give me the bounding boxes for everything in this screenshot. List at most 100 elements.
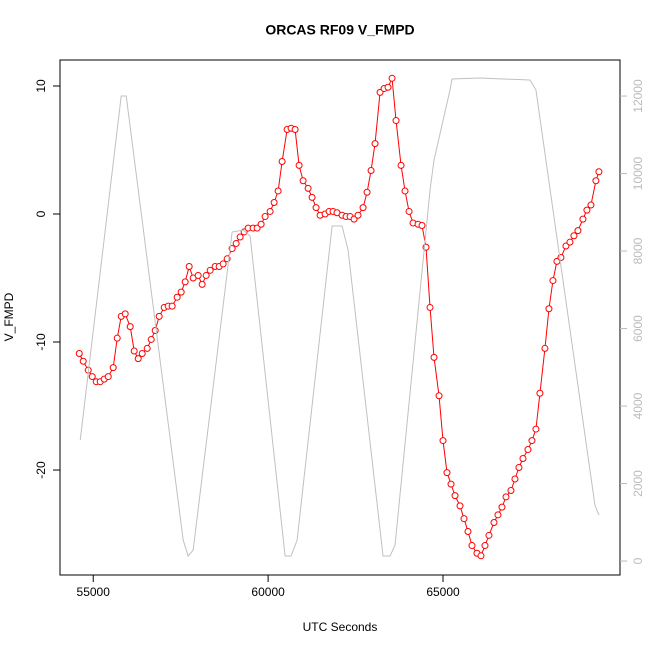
data-point	[536, 389, 544, 397]
data-point	[485, 531, 493, 539]
y2-tick-label: 10000	[631, 157, 645, 191]
data-point	[532, 425, 540, 433]
y2-tick-label: 4000	[631, 392, 645, 419]
data-point	[278, 158, 286, 166]
x-tick-label: 65000	[426, 585, 460, 599]
data-point	[177, 288, 185, 296]
data-point	[579, 215, 587, 223]
data-point	[549, 277, 557, 285]
data-point	[134, 355, 142, 363]
data-point	[515, 463, 523, 471]
data-point	[384, 83, 392, 91]
data-point	[367, 166, 375, 174]
data-point	[519, 455, 527, 463]
data-point	[439, 437, 447, 445]
data-point	[570, 232, 578, 240]
data-point	[426, 303, 434, 311]
data-point	[490, 519, 498, 527]
y2-tick-label: 0	[631, 557, 645, 564]
y-tick-label: 10	[34, 79, 48, 93]
data-point	[477, 552, 485, 560]
plot-frame	[59, 59, 621, 576]
data-point	[405, 207, 413, 215]
data-point	[236, 233, 244, 241]
data-point	[528, 437, 536, 445]
data-point	[261, 213, 269, 221]
data-point	[430, 353, 438, 361]
data-point	[371, 140, 379, 148]
y-tick-label: 0	[34, 210, 48, 217]
data-point	[498, 503, 506, 511]
data-point	[451, 492, 459, 500]
y-tick-label: -10	[34, 333, 48, 351]
data-point	[202, 271, 210, 279]
data-point	[388, 74, 396, 82]
data-point	[354, 211, 362, 219]
data-point	[464, 527, 472, 535]
data-point	[266, 207, 274, 215]
data-point	[511, 475, 519, 483]
data-point	[502, 493, 510, 501]
data-point	[147, 335, 155, 343]
data-point	[566, 238, 574, 246]
data-point	[507, 487, 515, 495]
data-point	[181, 278, 189, 286]
data-point	[206, 266, 214, 274]
data-point	[75, 350, 83, 358]
data-point	[541, 344, 549, 352]
data-point	[574, 227, 582, 235]
data-point	[173, 293, 181, 301]
data-point	[270, 198, 278, 206]
x-axis-label: UTC Seconds	[303, 620, 378, 634]
data-point	[295, 161, 303, 169]
data-point	[198, 280, 206, 288]
data-point	[155, 312, 163, 320]
y-tick-label: -20	[34, 461, 48, 479]
data-point	[126, 323, 134, 331]
data-point	[392, 117, 400, 125]
data-point	[494, 511, 502, 519]
data-point	[291, 126, 299, 134]
data-point	[109, 364, 117, 372]
data-point	[130, 347, 138, 355]
data-point	[308, 193, 316, 201]
data-point	[121, 310, 129, 318]
data-point	[274, 187, 282, 195]
data-point	[592, 177, 600, 185]
x-tick-label: 55000	[77, 585, 111, 599]
data-point	[557, 254, 565, 262]
data-point	[304, 184, 312, 192]
y-axis-label: V_FMPD	[2, 292, 16, 341]
data-point	[104, 373, 112, 381]
data-point	[312, 204, 320, 212]
data-point	[232, 239, 240, 247]
data-point	[185, 262, 193, 270]
data-point	[88, 373, 96, 381]
data-point	[359, 204, 367, 212]
chart-title: ORCAS RF09 V_FMPD	[265, 22, 414, 38]
data-point	[194, 271, 202, 279]
data-point	[456, 502, 464, 510]
data-point	[257, 220, 265, 228]
data-point	[443, 469, 451, 477]
data-line	[79, 77, 600, 558]
data-point	[418, 222, 426, 230]
data-point	[447, 480, 455, 488]
data-point	[481, 542, 489, 550]
data-point	[299, 177, 307, 185]
data-point	[168, 302, 176, 310]
y2-tick-label: 2000	[631, 470, 645, 497]
y2-tick-label: 6000	[631, 315, 645, 342]
data-point	[79, 357, 87, 365]
data-point	[595, 168, 603, 176]
data-point	[583, 206, 591, 214]
data-point	[363, 188, 371, 196]
y2-tick-label: 8000	[631, 237, 645, 264]
data-point	[587, 201, 595, 209]
data-point	[151, 326, 159, 334]
data-point	[219, 260, 227, 268]
data-point	[524, 446, 532, 454]
data-point	[468, 542, 476, 550]
data-point	[113, 334, 121, 342]
